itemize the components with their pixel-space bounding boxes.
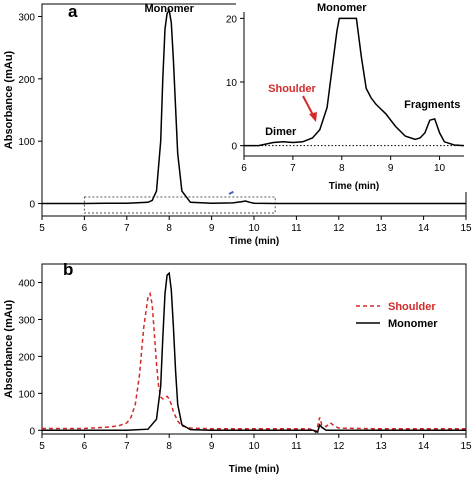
inset-x-tick-label: 6 — [241, 163, 247, 174]
panel-b-y-tick-label: 100 — [18, 389, 35, 400]
inset-background — [236, 2, 470, 192]
inset-fragments-label: Fragments — [404, 99, 460, 111]
panel-b-y-tick-label: 400 — [18, 278, 35, 289]
panel-b-x-tick-label: 15 — [460, 441, 472, 452]
panel-a-x-tick-label: 14 — [418, 223, 430, 234]
panel-b-x-tick-label: 12 — [333, 441, 345, 452]
panel-a-x-tick-label: 10 — [248, 223, 260, 234]
inset-arrows — [302, 95, 317, 122]
panel-a-x-tick-label: 8 — [166, 223, 172, 234]
shoulder-arrow-line — [302, 95, 314, 116]
panel-b-y-tick-label: 0 — [29, 426, 35, 437]
panel-b-x-tick-label: 9 — [209, 441, 215, 452]
inset-monomer-label: Monomer — [317, 2, 367, 14]
inset-y-tick-label: 20 — [226, 14, 238, 25]
panel-a-x-tick-label: 13 — [376, 223, 388, 234]
inset-x-tick-label: 8 — [339, 163, 345, 174]
panel-b-label: b — [63, 260, 73, 279]
inset-x-axis-label: Time (min) — [329, 181, 379, 192]
panel-b-x-tick-label: 10 — [248, 441, 260, 452]
inset-series — [244, 17, 465, 147]
panel-b-x-tick-label: 11 — [291, 441, 302, 452]
zoom-region-box — [83, 196, 276, 214]
panel-a-series-line — [42, 8, 466, 205]
panel-b-x-tick-label: 5 — [39, 441, 45, 452]
panel-a-x-tick-label: 7 — [124, 223, 130, 234]
panel-a-x-tick-label: 12 — [333, 223, 345, 234]
panel-b-series-shoulder — [42, 291, 466, 434]
panel-b-y-tick-label: 300 — [18, 315, 35, 326]
inset-dimer-label: Dimer — [265, 126, 297, 138]
panel-a-x-axis-label: Time (min) — [229, 236, 279, 247]
panel-b-series-monomer — [42, 271, 466, 434]
shoulder-arrow-head — [309, 112, 317, 122]
inset-series-line — [244, 17, 465, 147]
panel-a-x-tick-label: 5 — [39, 223, 45, 234]
inset-x-tick-label: 7 — [290, 163, 296, 174]
panel-a-monomer-label: Monomer — [144, 3, 194, 15]
panel-b-x-axis-label: Time (min) — [229, 464, 279, 475]
panel-b-x-tick-label: 14 — [418, 441, 430, 452]
inset-y-tick-label: 0 — [231, 142, 237, 153]
legend-shoulder-label: Shoulder — [388, 301, 436, 313]
panel-a-y-tick-label: 0 — [29, 200, 35, 211]
panel-b-x-tick-label: 6 — [82, 441, 88, 452]
panel-b-series — [42, 271, 466, 434]
panel-a-y-axis-label: Absorbance (mAu) — [3, 50, 15, 149]
panel-b: b 5 6 7 8 9 10 11 12 13 14 15 0 100 200 300 400 Shoulde… — [3, 260, 472, 475]
panel-a-y-tick-label: 300 — [18, 12, 35, 23]
panel-b-axes: 5 6 7 8 9 10 11 12 13 14 15 0 100 200 300 400 — [18, 263, 472, 452]
inset-x-tick-label: 10 — [434, 163, 446, 174]
inset-y-tick-label: 10 — [226, 78, 238, 89]
inset-x-tick-label: 9 — [388, 163, 394, 174]
inset-axes: 6 7 8 9 10 0 10 20 — [226, 2, 470, 192]
panel-b-frame — [41, 263, 467, 435]
panel-a-x-tick-label: 15 — [460, 223, 472, 234]
panel-b-x-tick-label: 7 — [124, 441, 130, 452]
panel-a-x-tick-label: 11 — [291, 223, 302, 234]
panel-b-x-tick-label: 8 — [166, 441, 172, 452]
panel-a-y-tick-label: 100 — [18, 137, 35, 148]
panel-b-x-tick-label: 13 — [376, 441, 388, 452]
panel-a-x-tick-label: 9 — [209, 223, 215, 234]
panel-a-y-tick-label: 200 — [18, 75, 35, 86]
legend-monomer-label: Monomer — [388, 318, 438, 330]
legend: Shoulder Monomer — [356, 301, 438, 330]
inset-shoulder-label: Shoulder — [268, 83, 316, 95]
panel-b-y-axis-label: Absorbance (mAu) — [3, 299, 15, 398]
panel-a-label: a — [68, 2, 78, 21]
panel-a-x-tick-label: 6 — [82, 223, 88, 234]
panel-b-y-tick-label: 200 — [18, 352, 35, 363]
panel-a-series — [42, 8, 466, 205]
